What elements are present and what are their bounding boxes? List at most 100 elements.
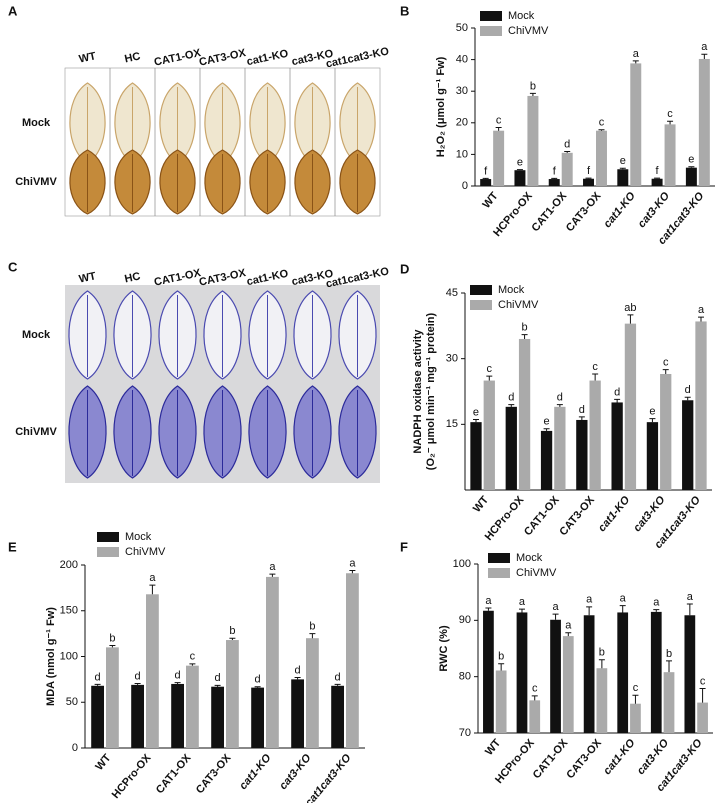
legend-swatch [488,553,510,563]
error-bar [666,660,673,673]
bar [617,612,629,733]
significance-letter: a [349,557,356,569]
legend-label: Mock [516,552,543,564]
error-bar [498,663,505,671]
error-bar [686,603,693,616]
x-tick-label: CAT1-OX [154,752,194,797]
error-bar [701,53,708,59]
legend-swatch [480,26,502,36]
legend-label: ChiVMV [125,546,166,558]
significance-letter: b [522,321,528,333]
x-tick-label: cat1-KO [601,737,638,777]
error-bar [632,60,639,64]
significance-letter: a [485,595,492,607]
bar [664,124,676,186]
y-axis-label: (O₂⁻ μmol min⁻¹ mg⁻¹ protein) [425,312,437,470]
significance-letter: c [633,682,639,694]
error-bar [214,684,221,687]
bar [483,380,495,490]
error-bar [472,419,479,423]
significance-letter: d [564,138,570,150]
significance-letter: d [579,404,585,416]
significance-letter: e [544,416,550,428]
significance-letter: a [552,601,559,613]
x-tick-label: cat3-KO [631,494,668,534]
bar [331,685,344,748]
row-label: ChiVMV [15,176,57,188]
bar [186,665,199,748]
error-bar [684,396,691,401]
error-bar [269,573,276,577]
bar [554,406,566,490]
significance-letter: c [663,357,669,369]
bar [106,647,119,748]
x-tick-label: cat1-KO [596,494,633,534]
legend-swatch [97,532,119,542]
bar [480,179,492,186]
error-bar [486,375,493,381]
column-header: HC [123,270,141,285]
x-tick-label: WT [483,737,503,758]
bar [650,611,662,733]
significance-letter: d [335,671,341,683]
y-axis-label: NADPH oxidase activity [412,329,424,454]
x-tick-label: WT [471,494,491,515]
significance-letter: c [700,675,706,687]
bar [550,619,561,733]
column-header: cat1cat3-KO [325,45,391,70]
legend-swatch [470,285,492,295]
error-bar [649,418,656,423]
error-bar [349,569,356,574]
column-header: WT [78,270,97,285]
significance-letter: c [532,683,538,695]
y-tick-label: 50 [456,22,468,34]
significance-letter: b [530,80,536,92]
error-bar [564,151,571,153]
bar [171,683,184,748]
y-tick-label: 40 [456,54,468,66]
x-tick-label: HCPro-OX [110,752,154,801]
y-tick-label: 150 [60,605,78,617]
error-bar [531,695,538,701]
error-bar [619,605,626,613]
significance-letter: a [698,304,705,316]
significance-letter: c [496,114,502,126]
y-tick-label: 10 [456,148,468,160]
legend-swatch [470,300,492,310]
panel-label: C [8,259,18,274]
error-bar [134,682,141,685]
bar [630,63,642,186]
bar [583,178,594,186]
significance-letter: d [135,670,141,682]
significance-letter: c [599,117,605,129]
significance-letter: b [229,625,235,637]
error-bar [598,129,605,131]
error-bar [516,169,523,171]
significance-letter: d [557,392,563,404]
y-tick-label: 50 [66,696,78,708]
y-tick-label: 15 [446,418,458,430]
significance-letter: f [656,165,660,177]
legend-label: Mock [125,531,152,543]
x-tick-label: cat1-KO [602,190,639,230]
error-bar [521,334,528,339]
significance-letter: d [255,674,261,686]
significance-letter: d [685,384,691,396]
y-tick-label: 70 [459,727,471,739]
error-bar [565,632,572,637]
bar [682,400,694,490]
y-tick-label: 90 [459,614,471,626]
x-tick-label: CAT3-OX [564,190,604,235]
bar [596,668,608,733]
significance-letter: b [666,648,672,660]
y-tick-label: 80 [459,671,471,683]
bar [630,703,641,733]
bar [493,130,505,186]
y-tick-label: 100 [453,558,471,570]
error-bar [551,177,558,180]
bar [651,178,663,186]
error-bar [698,316,705,322]
error-bar [149,584,156,595]
x-tick-label: CAT1-OX [522,494,562,539]
x-tick-label: cat3-KO [277,752,314,792]
